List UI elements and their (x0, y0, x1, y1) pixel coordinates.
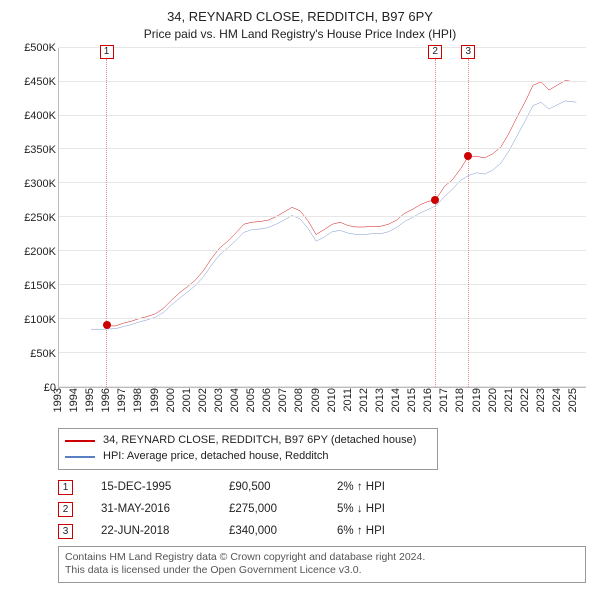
x-tick-label: 2016 (422, 388, 434, 412)
gridline-h (59, 47, 586, 48)
event-price: £90,500 (229, 481, 309, 493)
x-tick-label: 1995 (84, 388, 96, 412)
x-tick-label: 2010 (326, 388, 338, 412)
x-tick-label: 2023 (535, 388, 547, 412)
x-tick-label: 2018 (454, 388, 466, 412)
event-date: 22-JUN-2018 (101, 525, 201, 537)
x-tick-label: 2005 (245, 388, 257, 412)
y-tick-label: £450K (24, 76, 56, 88)
event-flag-badge: 3 (461, 45, 475, 59)
x-tick-label: 2025 (567, 388, 579, 412)
x-tick-label: 2019 (471, 388, 483, 412)
title-line2: Price paid vs. HM Land Registry's House … (14, 26, 586, 42)
x-tick-label: 2017 (438, 388, 450, 412)
x-tick-label: 2003 (213, 388, 225, 412)
x-tick-label: 1998 (132, 388, 144, 412)
x-tick-label: 2013 (374, 388, 386, 412)
legend-row: 34, REYNARD CLOSE, REDDITCH, B97 6PY (de… (65, 433, 431, 449)
y-tick-label: £200K (24, 246, 56, 258)
event-flag-line (468, 59, 469, 387)
footer-line2: This data is licensed under the Open Gov… (65, 564, 579, 578)
x-tick-label: 1993 (52, 388, 64, 412)
x-tick-label: 2009 (310, 388, 322, 412)
event-badge: 2 (58, 502, 73, 517)
y-tick-label: £400K (24, 110, 56, 122)
event-flag-badge: 2 (428, 45, 442, 59)
series-price_paid (107, 80, 577, 325)
footer-attribution: Contains HM Land Registry data © Crown c… (58, 546, 586, 583)
event-row: 2 31-MAY-2016 £275,000 5% ↓ HPI (58, 502, 586, 517)
gridline-h (59, 318, 586, 319)
gridline-h (59, 284, 586, 285)
title-line1: 34, REYNARD CLOSE, REDDITCH, B97 6PY (14, 8, 586, 26)
x-tick-label: 1994 (68, 388, 80, 412)
legend-row: HPI: Average price, detached house, Redd… (65, 449, 431, 465)
event-delta: 5% ↓ HPI (337, 503, 417, 515)
event-marker-2 (431, 196, 439, 204)
x-tick-label: 2022 (519, 388, 531, 412)
footer-line1: Contains HM Land Registry data © Crown c… (65, 551, 579, 565)
event-row: 3 22-JUN-2018 £340,000 6% ↑ HPI (58, 524, 586, 539)
event-price: £340,000 (229, 525, 309, 537)
event-flag-badge: 1 (100, 45, 114, 59)
gridline-h (59, 250, 586, 251)
legend-label: 34, REYNARD CLOSE, REDDITCH, B97 6PY (de… (103, 433, 416, 449)
x-tick-label: 2021 (503, 388, 515, 412)
plot-area: 1 2 3 (58, 48, 586, 388)
y-tick-label: £300K (24, 178, 56, 190)
event-badge: 3 (58, 524, 73, 539)
x-tick-label: 1996 (100, 388, 112, 412)
series-hpi (91, 101, 576, 329)
event-date: 15-DEC-1995 (101, 481, 201, 493)
x-tick-label: 2024 (551, 388, 563, 412)
event-price: £275,000 (229, 503, 309, 515)
x-tick-label: 2014 (390, 388, 402, 412)
gridline-h (59, 216, 586, 217)
x-tick-label: 2000 (165, 388, 177, 412)
gridline-h (59, 182, 586, 183)
event-marker-3 (464, 152, 472, 160)
x-tick-label: 2007 (277, 388, 289, 412)
x-tick-label: 2020 (487, 388, 499, 412)
x-tick-label: 2006 (261, 388, 273, 412)
event-marker-1 (103, 321, 111, 329)
y-tick-label: £250K (24, 212, 56, 224)
legend: 34, REYNARD CLOSE, REDDITCH, B97 6PY (de… (58, 428, 438, 470)
y-tick-label: £350K (24, 144, 56, 156)
event-flag-line (106, 59, 107, 387)
x-tick-label: 1997 (116, 388, 128, 412)
x-tick-label: 2012 (358, 388, 370, 412)
legend-swatch (65, 440, 95, 442)
x-tick-label: 2015 (406, 388, 418, 412)
y-axis: £0£50K£100K£150K£200K£250K£300K£350K£400… (14, 48, 58, 388)
events-table: 1 15-DEC-1995 £90,500 2% ↑ HPI 2 31-MAY-2016 £… (58, 480, 586, 539)
y-tick-label: £150K (24, 280, 56, 292)
event-delta: 6% ↑ HPI (337, 525, 417, 537)
event-date: 31-MAY-2016 (101, 503, 201, 515)
x-tick-label: 2011 (342, 388, 354, 412)
x-tick-label: 1999 (149, 388, 161, 412)
event-badge: 1 (58, 480, 73, 495)
legend-label: HPI: Average price, detached house, Redd… (103, 449, 328, 465)
legend-swatch (65, 456, 95, 458)
chart-title-block: 34, REYNARD CLOSE, REDDITCH, B97 6PY Pri… (14, 8, 586, 42)
event-row: 1 15-DEC-1995 £90,500 2% ↑ HPI (58, 480, 586, 495)
event-flag-line (435, 59, 436, 387)
gridline-h (59, 81, 586, 82)
gridline-h (59, 352, 586, 353)
gridline-h (59, 386, 586, 387)
y-tick-label: £50K (30, 348, 56, 360)
x-tick-label: 2004 (229, 388, 241, 412)
gridline-h (59, 148, 586, 149)
x-tick-label: 2001 (181, 388, 193, 412)
x-axis: 1993199419951996199719981999200020012002… (58, 388, 586, 422)
x-tick-label: 2008 (293, 388, 305, 412)
event-delta: 2% ↑ HPI (337, 481, 417, 493)
y-tick-label: £100K (24, 314, 56, 326)
y-tick-label: £500K (24, 42, 56, 54)
x-tick-label: 2002 (197, 388, 209, 412)
gridline-h (59, 115, 586, 116)
